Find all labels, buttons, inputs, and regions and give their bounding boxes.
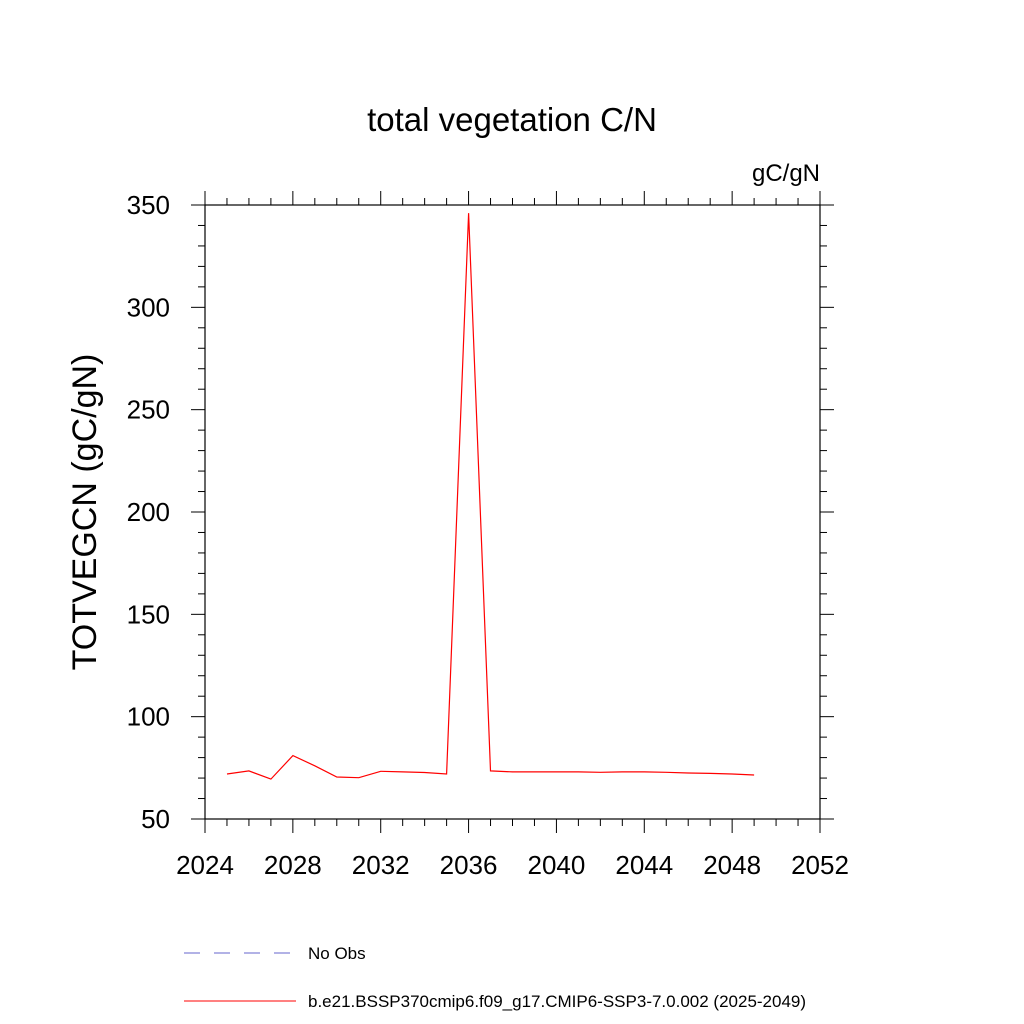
y-tick-label: 50 — [141, 804, 170, 834]
x-tick-label: 2044 — [615, 850, 673, 880]
series-layer — [226, 213, 755, 780]
legend: No Obs b.e21.BSSP370cmip6.f09_g17.CMIP6-S… — [184, 944, 806, 1011]
y-tick-label: 250 — [127, 395, 170, 425]
legend-label: b.e21.BSSP370cmip6.f09_g17.CMIP6-SSP3-7.… — [308, 992, 806, 1011]
legend-label: No Obs — [308, 944, 366, 963]
axis-tick-labels: 2024 2028 2032 2036 2040 2044 2048 2052 50 100 150… — [127, 190, 849, 880]
y-tick-label: 200 — [127, 497, 170, 527]
chart-title: total vegetation C/N — [367, 101, 657, 138]
x-tick-label: 2052 — [791, 850, 849, 880]
x-tick-label: 2024 — [176, 850, 234, 880]
y-tick-label: 150 — [127, 599, 170, 629]
axis-ticks — [191, 191, 834, 833]
x-tick-label: 2032 — [352, 850, 410, 880]
y-tick-label: 350 — [127, 190, 170, 220]
x-tick-label: 2028 — [264, 850, 322, 880]
x-tick-label: 2048 — [703, 850, 761, 880]
plot-frame — [204, 204, 821, 820]
y-axis-label: TOTVEGCN (gC/gN) — [66, 354, 104, 671]
series-line — [226, 213, 755, 780]
units-label: gC/gN — [752, 160, 820, 187]
x-tick-label: 2036 — [440, 850, 498, 880]
x-tick-label: 2040 — [528, 850, 586, 880]
y-tick-label: 300 — [127, 292, 170, 322]
y-tick-label: 100 — [127, 702, 170, 732]
